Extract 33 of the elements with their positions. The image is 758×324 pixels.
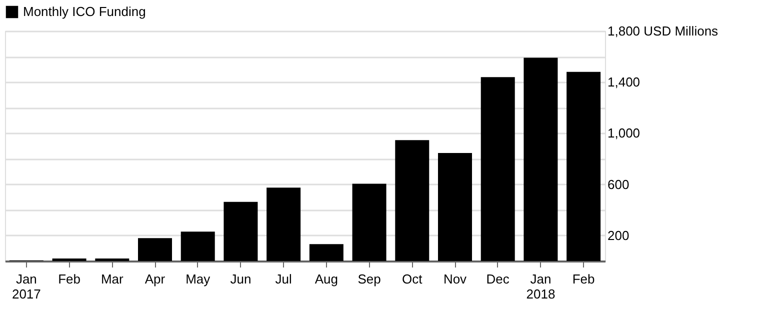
bar	[309, 244, 344, 261]
bar	[180, 232, 215, 261]
bar	[52, 258, 86, 261]
bar	[438, 153, 472, 261]
x-tick-label: Jun	[230, 272, 252, 286]
x-tick-label: Mar	[100, 272, 124, 286]
y-tick-label: 200	[608, 228, 630, 243]
bar	[266, 188, 301, 261]
x-tick-label: May	[186, 272, 211, 286]
x-tick-label: Nov	[443, 272, 468, 286]
y-tick-label: 600	[608, 176, 630, 192]
bar	[95, 258, 130, 261]
y-tick-label: 1,000	[608, 126, 640, 141]
x-tick-label: Apr	[144, 272, 166, 286]
x-tick-label: Jan 2018	[526, 272, 556, 302]
x-tick-label: Feb	[572, 272, 595, 286]
bar	[524, 58, 558, 261]
bar	[566, 72, 601, 261]
y-tick-label: 1,800 USD Millions	[608, 24, 719, 38]
x-tick-label: Feb	[58, 272, 80, 286]
x-tick-label: Aug	[314, 272, 338, 286]
x-tick-label: Sep	[358, 272, 381, 286]
bar	[395, 140, 430, 261]
x-tick-label: Dec	[486, 272, 510, 286]
x-tick-label: Jan 2017	[12, 272, 41, 302]
x-tick-label: Oct	[402, 272, 423, 286]
y-tick-label: 1,400	[608, 74, 640, 90]
bar	[480, 77, 515, 261]
bar	[224, 202, 258, 261]
bar	[138, 238, 172, 261]
legend-label: Monthly ICO Funding	[23, 4, 146, 19]
x-tick-label: Jul	[275, 272, 292, 286]
bar	[352, 184, 386, 261]
